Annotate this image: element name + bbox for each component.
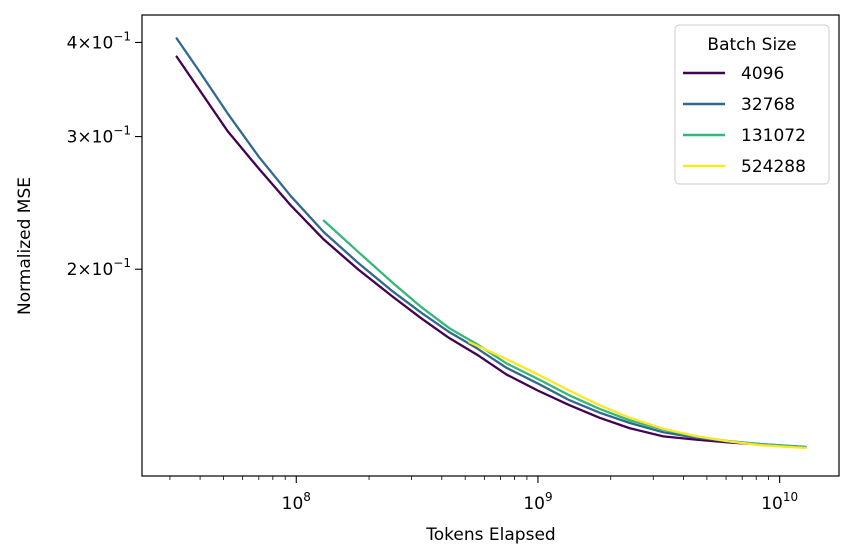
- legend-box: [674, 24, 830, 185]
- plot-frame: [141, 14, 840, 477]
- legend-label-131072: 131072: [741, 126, 806, 146]
- legend: Batch Size 4096 32768 131072 524288: [674, 24, 830, 185]
- series-line-524288: [468, 341, 807, 450]
- series-layer: [175, 37, 807, 450]
- x-axis-label: Tokens Elapsed: [425, 525, 555, 545]
- series-line-32768: [175, 37, 807, 449]
- legend-title: Batch Size: [707, 35, 796, 55]
- legend-label-32768: 32768: [741, 95, 795, 115]
- y-axis-label: Normalized MSE: [15, 177, 35, 315]
- legend-label-524288: 524288: [741, 157, 806, 177]
- legend-label-4096: 4096: [741, 64, 784, 84]
- series-line-4096: [175, 55, 807, 449]
